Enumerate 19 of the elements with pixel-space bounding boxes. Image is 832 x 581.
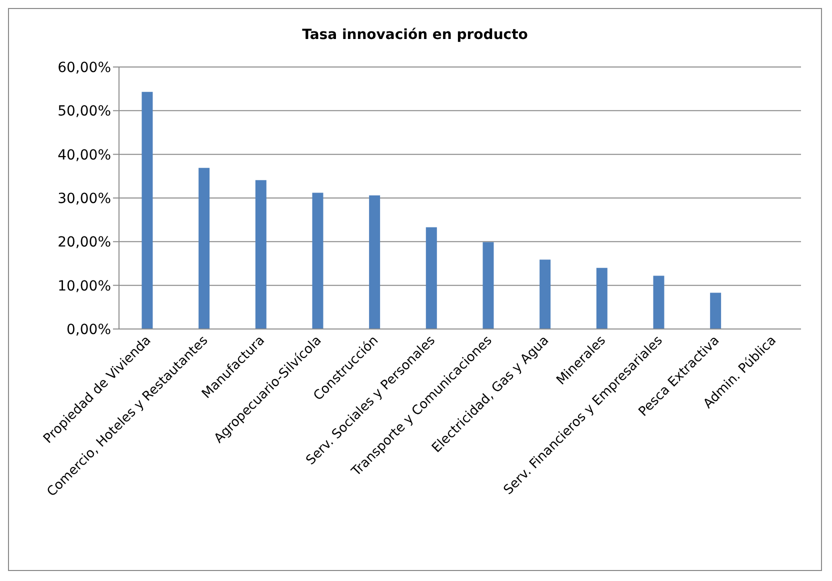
bar [426,227,437,329]
y-tick-label: 50,00% [58,104,111,120]
bar [710,292,722,329]
y-tick-label: 0,00% [66,322,111,338]
y-tick-label: 30,00% [58,190,111,207]
bar [482,242,494,329]
bar [198,168,210,329]
y-tick-label: 60,00% [58,60,111,76]
chart-title: Tasa innovación en producto [301,27,529,43]
y-tick-label: 40,00% [58,147,111,164]
bar [142,92,153,329]
bar [369,195,380,329]
y-tick-label: 10,00% [58,278,111,294]
y-tick-label: 20,00% [58,234,111,251]
bar [255,180,266,329]
bar [540,260,551,329]
bar [312,192,324,329]
bar [596,268,608,329]
bar [653,276,664,329]
